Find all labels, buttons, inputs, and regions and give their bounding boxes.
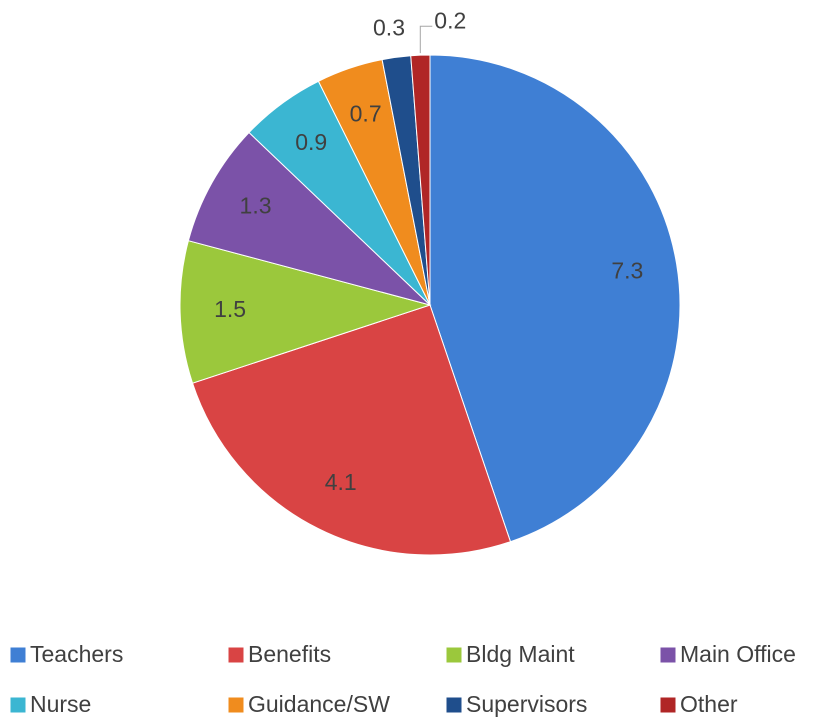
pie-slice [410,54,431,306]
data-label: 0.3 [373,15,405,41]
legend-swatch [445,646,463,664]
legend-swatch [445,696,463,714]
legend-label: Teachers [30,641,123,667]
data-label: 1.5 [214,296,246,322]
legend-label: Nurse [30,691,91,717]
pie-slice [191,304,512,556]
legend-label: Bldg Maint [466,641,575,667]
data-label: 4.1 [325,469,357,495]
legend-label: Benefits [248,641,331,667]
legend-label: Main Office [680,641,796,667]
pie-slice [187,131,431,306]
legend-swatch [659,696,677,714]
data-label: 1.3 [240,192,272,218]
data-label: 0.9 [295,129,327,155]
legend-swatch [227,646,245,664]
legend-label: Supervisors [466,691,587,717]
data-label: 7.3 [611,257,643,283]
legend-swatch [659,646,677,664]
pie-slice [179,240,432,384]
data-label: 0.2 [434,7,466,33]
pie-slice [429,54,681,543]
data-label: 0.7 [350,101,382,127]
legend-swatch [9,646,27,664]
legend-swatch [227,696,245,714]
legend-label: Guidance/SW [248,691,390,717]
legend-label: Other [680,691,738,717]
legend-swatch [9,696,27,714]
leader-line [419,25,433,54]
